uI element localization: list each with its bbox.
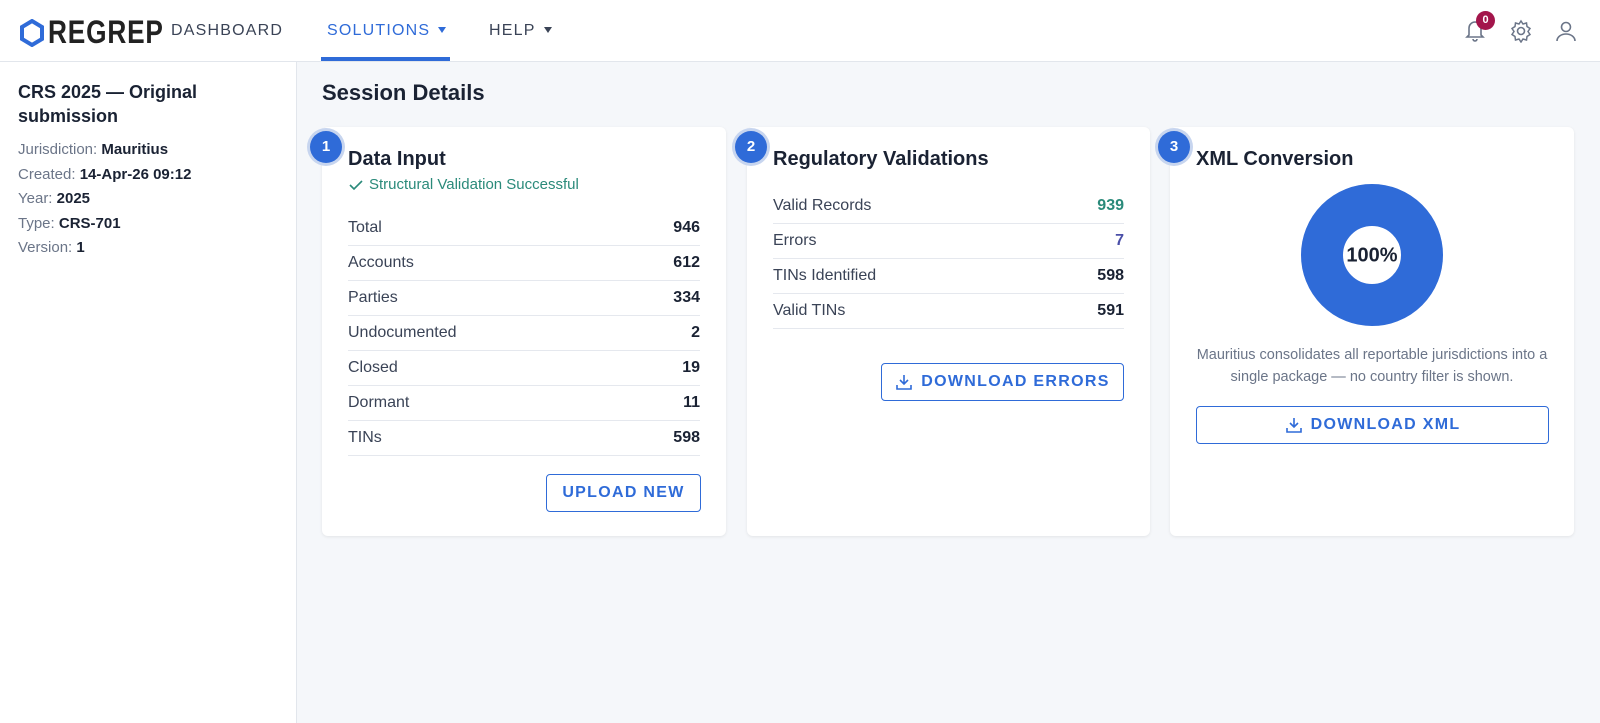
button-label: UPLOAD NEW: [562, 484, 685, 501]
stat-row: Valid Records 939: [773, 189, 1124, 224]
check-icon: [349, 179, 363, 190]
note: Mauritius consolidates all reportable ju…: [1196, 347, 1548, 385]
settings-icon[interactable]: [1509, 19, 1533, 43]
logo-text: REGREP: [48, 14, 164, 50]
stat-label: Dormant: [348, 394, 410, 411]
step-number: 3: [1158, 131, 1190, 163]
step-title: XML Conversion: [1196, 148, 1354, 170]
stat-label: Total: [348, 219, 382, 236]
stat-value: 939: [1097, 197, 1124, 214]
status: Structural Validation Successful: [348, 176, 579, 193]
field: Version: 1: [18, 236, 278, 261]
field: Jurisdiction: Mauritius: [18, 138, 278, 163]
notification-badge: 0: [1476, 11, 1495, 30]
active-indicator: [321, 57, 450, 61]
header: REGREP DASHBOARD SOLUTIONS HELP 0: [0, 0, 1600, 62]
stat-label: Undocumented: [348, 324, 457, 341]
field-value: 2025: [56, 190, 91, 207]
stat-label: Valid TINs: [773, 302, 846, 319]
step-card: 1 Data Input Structural Validation Succe…: [310, 127, 726, 536]
stat-row: Dormant 11: [348, 386, 700, 421]
stat-label: Errors: [773, 232, 817, 249]
field-list: Jurisdiction: Mauritius Created: 14-Apr-2…: [18, 138, 278, 261]
step-title: Regulatory Validations: [773, 148, 989, 170]
user-icon[interactable]: [1554, 19, 1578, 43]
stat-label: Accounts: [348, 254, 414, 271]
download-xml-button[interactable]: DOWNLOAD XML: [1196, 406, 1549, 444]
nav-label: HELP: [489, 22, 536, 39]
stat-row: Valid TINs 591: [773, 294, 1124, 329]
stat-value: 946: [673, 219, 700, 236]
progress-label: 100%: [1346, 244, 1397, 266]
button-label: DOWNLOAD XML: [1310, 416, 1461, 433]
field-value: 1: [76, 239, 85, 256]
stat-row: Closed 19: [348, 351, 700, 386]
stat-list: Valid Records 939 Errors 7 TINs Identified 59…: [773, 189, 1124, 329]
stat-row: Parties 334: [348, 281, 700, 316]
stat-value: 598: [1097, 267, 1124, 284]
stat-label: Valid Records: [773, 197, 872, 214]
stat-value: 612: [673, 254, 700, 271]
status-text: Structural Validation Successful: [369, 176, 579, 193]
progress-arc: [1301, 184, 1443, 326]
stat-row: Accounts 612: [348, 246, 700, 281]
stat-label: TINs Identified: [773, 267, 877, 284]
field-label: Year:: [18, 190, 53, 207]
nav-item[interactable]: SOLUTIONS: [327, 22, 447, 40]
field-label: Version:: [18, 239, 73, 256]
download-errors-button[interactable]: DOWNLOAD ERRORS: [881, 363, 1124, 401]
stat-label: TINs: [348, 429, 382, 446]
button-label: DOWNLOAD ERRORS: [921, 373, 1110, 390]
stat-value: 7: [1115, 232, 1124, 249]
page-title: Session Details: [322, 80, 485, 105]
stat-value: 598: [673, 429, 700, 446]
sidebar: CRS 2025 — Original submission Jurisdict…: [0, 62, 297, 723]
stat-value: 2: [691, 324, 700, 341]
stat-label: Closed: [348, 359, 398, 376]
nav-item[interactable]: HELP: [489, 22, 552, 40]
logo-icon: [20, 18, 44, 47]
field-label: Type:: [18, 214, 55, 232]
field-value: Mauritius: [101, 141, 169, 158]
stat-value: 19: [682, 359, 700, 376]
field: Created: 14-Apr-26 09:12: [18, 163, 278, 188]
field-label: Created:: [18, 165, 76, 183]
nav-label: SOLUTIONS: [327, 22, 431, 39]
stat-row: Total 946: [348, 211, 700, 246]
nav-item[interactable]: DASHBOARD: [171, 22, 284, 39]
stat-value: 334: [673, 289, 700, 306]
stat-value: 11: [683, 394, 700, 411]
step-number: 1: [310, 131, 342, 163]
progress-chart: 100%: [1301, 184, 1443, 326]
step-title: Data Input: [348, 148, 446, 170]
stat-list: Total 946 Accounts 612 Parties 334 Undocumente…: [348, 211, 700, 456]
download-icon: [896, 375, 913, 390]
step-card: 2 Regulatory Validations Valid Records 93…: [735, 127, 1150, 536]
stat-row: Undocumented 2: [348, 316, 700, 351]
step-number: 2: [735, 131, 767, 163]
field: Year: 2025: [18, 187, 278, 212]
logo[interactable]: REGREP: [20, 14, 189, 51]
stat-row: Errors 7: [773, 224, 1124, 259]
stat-label: Parties: [348, 289, 398, 306]
submission-title: CRS 2025 — Original submission: [18, 82, 198, 126]
stat-row: TINs 598: [348, 421, 700, 456]
field-value: 14-Apr-26 09:12: [79, 165, 192, 183]
stat-row: TINs Identified 598: [773, 259, 1124, 294]
upload-button[interactable]: UPLOAD NEW: [546, 474, 701, 512]
field-value: CRS-701: [58, 214, 121, 232]
field: Type: CRS-701: [18, 212, 278, 237]
field-label: Jurisdiction:: [18, 141, 98, 158]
stat-value: 591: [1097, 302, 1124, 319]
download-icon: [1285, 418, 1302, 433]
step-card: 3 XML Conversion 100% Mauritius consolid…: [1158, 127, 1574, 536]
